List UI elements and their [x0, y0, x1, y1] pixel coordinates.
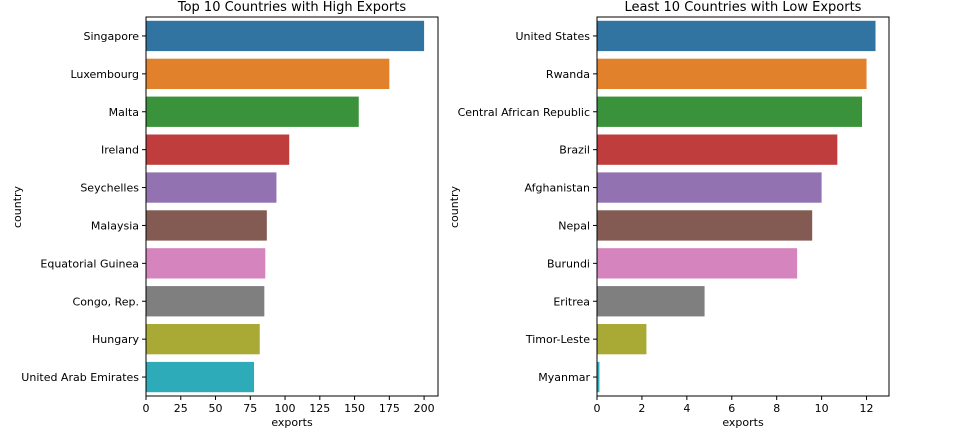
y-tick-label: Ireland: [101, 144, 139, 157]
x-tick-label: 150: [344, 402, 365, 415]
bar: [597, 361, 600, 393]
bar: [146, 248, 266, 279]
bar: [146, 58, 390, 90]
y-tick-label: Rwanda: [546, 68, 590, 81]
bar: [146, 286, 265, 317]
x-tick-label: 6: [728, 402, 735, 415]
y-tick-label: Brazil: [559, 144, 590, 157]
x-tick-label: 10: [815, 402, 829, 415]
bar: [146, 361, 255, 393]
x-tick-label: 125: [309, 402, 330, 415]
y-tick-label: Myanmar: [538, 371, 590, 384]
bar: [597, 134, 838, 165]
y-tick-label: Burundi: [547, 257, 590, 270]
x-tick-label: 25: [174, 402, 188, 415]
x-tick-label: 2: [638, 402, 645, 415]
chart-low-exports: Least 10 Countries with Low Exports Unit…: [448, 0, 890, 429]
bar: [597, 58, 867, 90]
x-axis-label: exports: [271, 416, 313, 429]
bar: [146, 96, 359, 127]
bar: [597, 96, 863, 127]
chart-top-exports: Top 10 Countries with High Exports Singa…: [11, 0, 439, 429]
y-tick-label: Seychelles: [80, 182, 139, 195]
y-tick-label: Central African Republic: [458, 106, 590, 119]
x-axis-label: exports: [722, 416, 764, 429]
x-tick-label: 175: [379, 402, 400, 415]
y-axis-label: country: [11, 185, 24, 228]
x-tick-label: 8: [773, 402, 780, 415]
x-tick-label: 4: [683, 402, 690, 415]
chart-title: Top 10 Countries with High Exports: [177, 0, 406, 15]
x-tick-label: 100: [275, 402, 296, 415]
y-tick-label: United States: [516, 30, 591, 43]
y-tick-label: Nepal: [558, 219, 590, 232]
bar: [146, 134, 290, 165]
y-tick-label: Eritrea: [553, 295, 590, 308]
y-tick-label: Malaysia: [91, 219, 139, 232]
y-tick-label: Hungary: [92, 333, 139, 346]
x-tick-label: 75: [243, 402, 257, 415]
bar: [597, 20, 876, 52]
y-tick-label: Singapore: [84, 30, 140, 43]
bar: [597, 248, 798, 279]
y-tick-label: Malta: [109, 106, 139, 119]
y-tick-label: Equatorial Guinea: [40, 257, 139, 270]
x-tick-label: 0: [143, 402, 150, 415]
bar: [597, 286, 705, 317]
y-axis-label: country: [448, 185, 461, 228]
bar: [597, 172, 822, 203]
y-tick-label: Luxembourg: [70, 68, 139, 81]
bar: [146, 172, 277, 203]
bar: [597, 323, 647, 355]
y-tick-label: United Arab Emirates: [21, 371, 139, 384]
x-tick-label: 50: [209, 402, 223, 415]
bar: [146, 210, 267, 241]
y-tick-label: Congo, Rep.: [73, 295, 139, 308]
plot-frame: [596, 16, 890, 397]
x-tick-label: 12: [860, 402, 874, 415]
bar: [146, 20, 425, 52]
plot-frame: [145, 16, 439, 397]
x-tick-label: 200: [414, 402, 435, 415]
chart-title: Least 10 Countries with Low Exports: [625, 0, 862, 15]
bar: [597, 210, 813, 241]
x-tick-label: 0: [594, 402, 601, 415]
y-tick-label: Timor-Leste: [525, 333, 590, 346]
bar: [146, 323, 260, 355]
y-tick-label: Afghanistan: [525, 182, 591, 195]
